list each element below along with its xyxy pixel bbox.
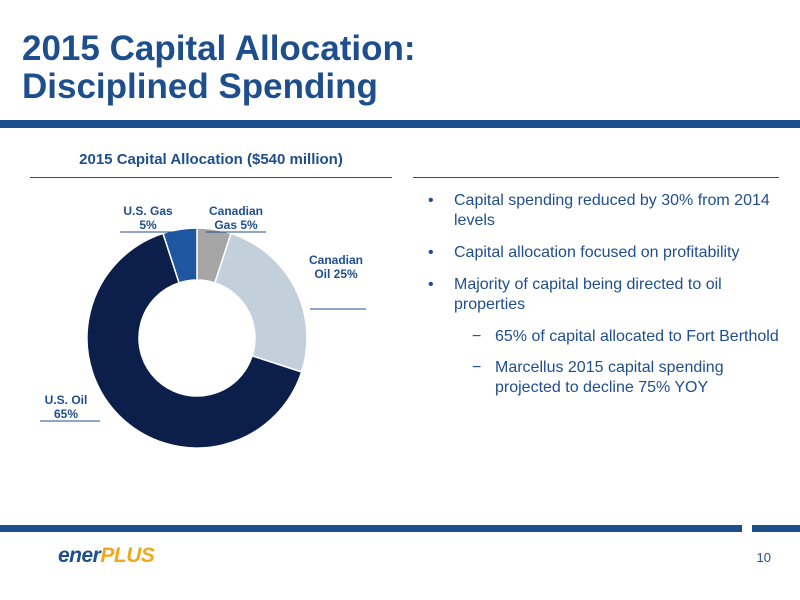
logo-text-ener: ener bbox=[58, 544, 101, 567]
title-divider bbox=[0, 120, 800, 128]
footer-divider bbox=[0, 525, 742, 532]
slide-title-line-2: Disciplined Spending bbox=[22, 67, 378, 106]
slice-label-line: Canadian bbox=[209, 204, 263, 218]
footer-divider-tab bbox=[752, 525, 800, 532]
bullet-list: Capital spending reduced by 30% from 201… bbox=[424, 191, 784, 409]
donut-slice-2 bbox=[86, 232, 303, 449]
slice-label-line: Oil 25% bbox=[314, 267, 358, 281]
donut-chart: Canadian Gas 5%Canadian Oil 25%U.S. Oil 65%… bbox=[40, 204, 366, 449]
slice-label-0: Canadian Gas 5% bbox=[209, 204, 263, 232]
bullet-item: Majority of capital being directed to oi… bbox=[424, 275, 784, 315]
slice-label-3: U.S. Gas 5% bbox=[123, 204, 173, 232]
bullets-top-rule bbox=[413, 177, 779, 178]
bullet-item: Capital allocation focused on profitabil… bbox=[424, 243, 784, 263]
donut-slice-3 bbox=[162, 227, 198, 284]
slide-title-line-1: 2015 Capital Allocation: bbox=[22, 29, 416, 68]
slice-label-line: Canadian bbox=[309, 253, 363, 267]
slice-label-2: U.S. Oil 65% bbox=[45, 393, 88, 421]
logo-text-plus: PLUS bbox=[100, 544, 155, 567]
bullet-item: Capital spending reduced by 30% from 201… bbox=[424, 191, 784, 231]
slice-label-line: Gas 5% bbox=[214, 218, 258, 232]
chart-title-underline bbox=[30, 177, 392, 178]
slice-label-line: U.S. Gas bbox=[123, 204, 173, 218]
enerplus-logo: enerPLUS bbox=[58, 544, 155, 568]
donut-slice-1 bbox=[213, 232, 308, 373]
sub-bullet-item: 65% of capital allocated to Fort Berthol… bbox=[424, 327, 784, 347]
page-number: 10 bbox=[756, 550, 771, 565]
slice-label-line: 65% bbox=[54, 407, 78, 421]
sub-bullet-item: Marcellus 2015 capital spending projecte… bbox=[424, 358, 784, 398]
slice-label-line: 5% bbox=[139, 218, 157, 232]
slide-title: 2015 Capital Allocation: Disciplined Spe… bbox=[22, 30, 416, 106]
chart-title: 2015 Capital Allocation ($540 million) bbox=[79, 151, 343, 168]
slice-label-1: Canadian Oil 25% bbox=[309, 253, 363, 281]
slice-label-line: U.S. Oil bbox=[45, 393, 88, 407]
